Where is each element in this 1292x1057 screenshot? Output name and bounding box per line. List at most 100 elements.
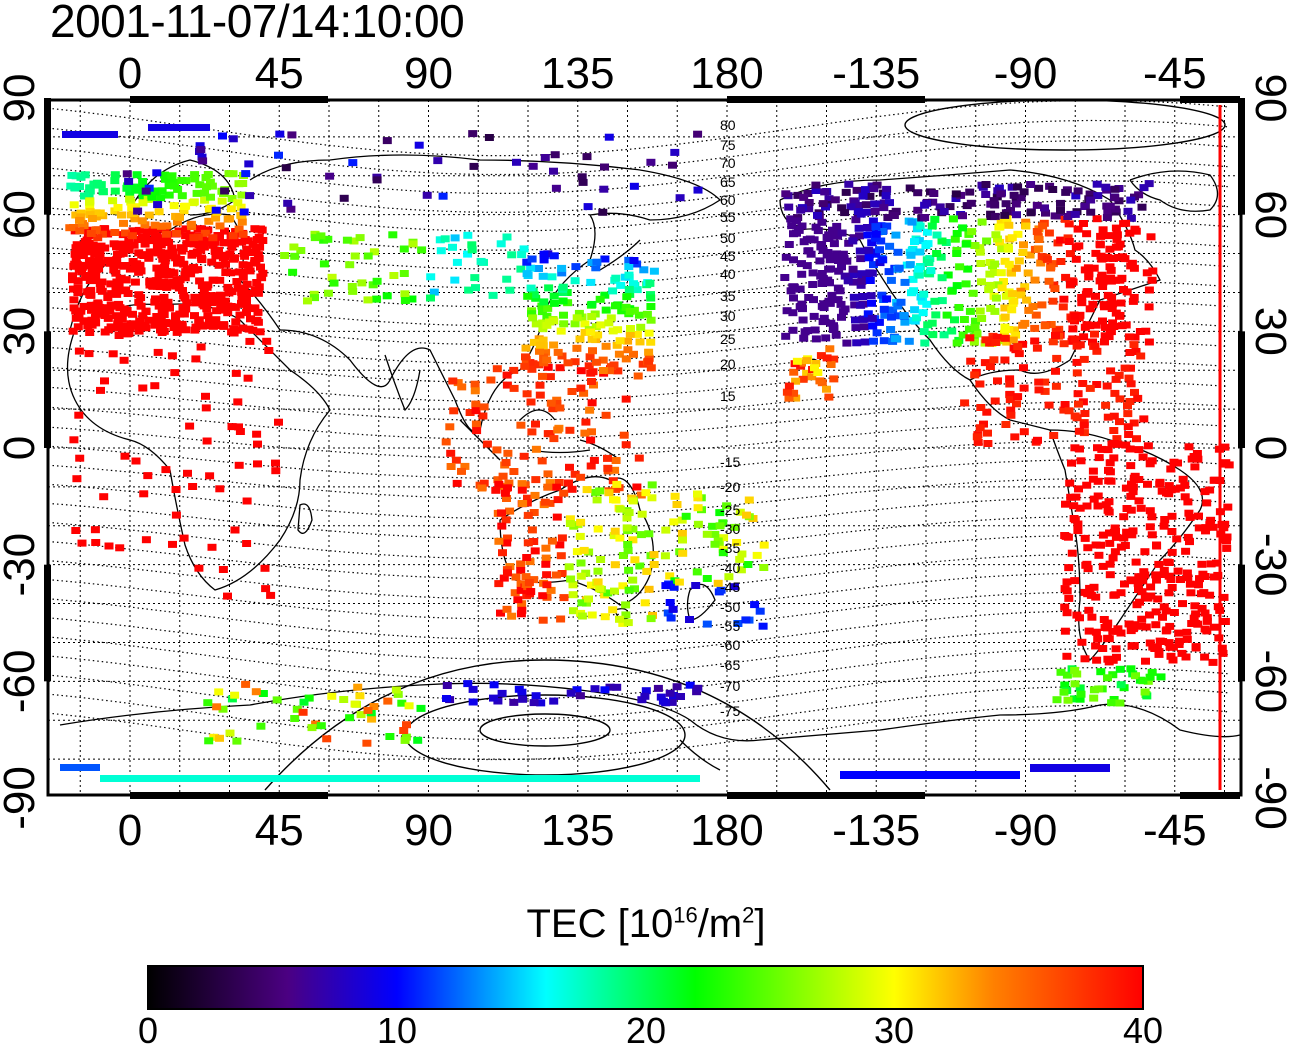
tec-cell: [554, 479, 564, 486]
tec-cell: [229, 325, 239, 333]
tec-cell: [264, 347, 274, 354]
tec-cell: [1120, 255, 1130, 263]
tec-cell: [565, 463, 574, 471]
tec-cell: [206, 204, 216, 212]
tec-cell: [1116, 629, 1126, 637]
tec-cell: [660, 552, 670, 560]
tec-cell: [618, 619, 628, 627]
tec-cell: [90, 526, 100, 534]
tec-cell: [85, 277, 95, 284]
tec-cell: [1135, 598, 1144, 606]
tec-cell: [789, 284, 799, 292]
magnetic-contour: [48, 685, 1229, 740]
tec-cell: [1134, 446, 1144, 454]
tec-cell: [1073, 390, 1083, 398]
tec-cell: [807, 373, 817, 381]
tec-cell: [937, 274, 947, 282]
tec-cell: [977, 218, 987, 226]
tec-cell: [243, 261, 253, 269]
tec-cell: [477, 484, 487, 492]
tec-cell: [1178, 600, 1187, 608]
top-longitude-label: 0: [118, 49, 142, 98]
tec-cell: [1206, 560, 1216, 568]
tec-cell: [150, 188, 160, 196]
tec-cell: [975, 307, 985, 315]
tec-cell: [1071, 255, 1081, 263]
tec-cell: [1116, 299, 1126, 307]
tec-cell: [1056, 199, 1065, 207]
tec-cell: [283, 199, 293, 207]
magnetic-contour: [48, 515, 1229, 560]
tec-cell: [621, 441, 631, 449]
tec-cell: [234, 268, 244, 276]
tec-cell: [76, 307, 86, 315]
tec-cell: [75, 216, 84, 224]
tec-cell: [286, 205, 296, 213]
tec-cell: [159, 327, 169, 335]
tec-cell: [1081, 561, 1091, 569]
tec-cell: [693, 494, 703, 502]
tec-cell: [1077, 293, 1087, 301]
tec-cell: [110, 177, 120, 185]
tec-cell: [831, 331, 841, 339]
tec-cell: [523, 292, 533, 300]
tec-cell: [1154, 560, 1164, 568]
tec-cell: [549, 341, 559, 349]
tec-cell: [574, 309, 584, 317]
tec-cell: [100, 377, 109, 385]
tec-cell: [186, 220, 196, 228]
tec-cell: [985, 270, 995, 278]
tec-cell: [921, 242, 931, 249]
tec-cell: [585, 406, 595, 414]
tec-cell: [557, 352, 567, 360]
tec-cell: [100, 244, 110, 252]
tec-cell: [1064, 238, 1074, 245]
tec-cell: [578, 178, 588, 186]
tec-cell: [856, 210, 866, 218]
tec-cell: [322, 735, 332, 743]
tec-cell: [593, 578, 603, 586]
tec-cell: [863, 310, 873, 318]
tec-cell: [500, 489, 510, 497]
tec-cell: [348, 159, 358, 167]
tec-cell: [211, 316, 221, 324]
tec-cell: [540, 498, 550, 506]
tec-cell: [817, 241, 827, 248]
tec-cell: [91, 539, 101, 546]
tec-cell: [436, 247, 446, 255]
tec-cell: [529, 509, 539, 516]
tec-cell: [127, 232, 137, 240]
tec-cell: [965, 307, 975, 315]
tec-cell: [645, 279, 655, 287]
tec-cell: [623, 541, 633, 548]
tec-cell: [68, 276, 77, 284]
tec-cell: [1086, 591, 1096, 599]
tec-cell: [95, 279, 105, 287]
tec-cell: [233, 199, 243, 207]
tec-cell: [287, 131, 297, 139]
tec-cell: [642, 310, 652, 318]
tec-cell: [625, 307, 635, 315]
tec-cell: [261, 585, 271, 593]
tec-cell: [1060, 603, 1070, 611]
tec-cell: [874, 318, 884, 326]
tec-cell: [1065, 479, 1075, 487]
tec-cell: [243, 374, 253, 382]
tec-cell: [460, 462, 470, 470]
tec-cell: [1090, 342, 1100, 350]
tec-cell: [414, 141, 424, 149]
tec-cell: [556, 615, 566, 623]
tec-cell: [555, 404, 565, 412]
tec-cell: [860, 338, 870, 346]
tec-cell: [666, 614, 676, 622]
tec-cell: [743, 561, 753, 568]
colorbar-tick-10: 10: [376, 1010, 418, 1051]
tec-cell: [868, 322, 878, 330]
tec-data-cells: [60, 124, 1234, 782]
tec-cell: [947, 287, 957, 295]
tec-cell: [221, 260, 230, 268]
tec-cell: [1052, 696, 1062, 704]
tec-cell: [832, 222, 842, 230]
tec-cell: [68, 327, 78, 335]
tec-cell: [538, 372, 547, 380]
